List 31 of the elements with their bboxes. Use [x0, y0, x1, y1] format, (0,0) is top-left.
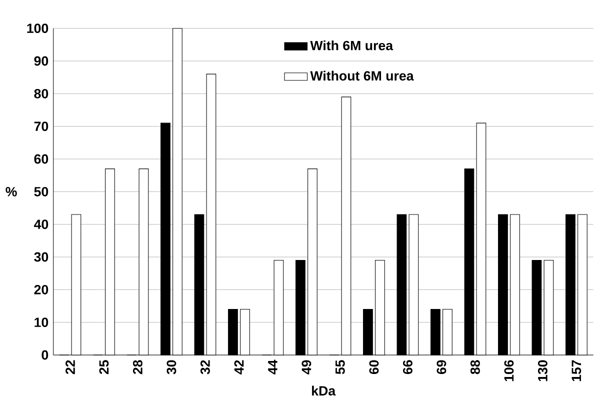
x-tick-label: 22	[66, 360, 75, 374]
y-tick-label: 90	[34, 56, 48, 66]
x-tick-label: 30	[166, 360, 176, 374]
x-tick-label: 25	[99, 360, 109, 374]
y-tick-label: 10	[34, 318, 48, 328]
x-tick-label: 88	[470, 360, 480, 374]
x-tick-label: 55	[336, 360, 345, 374]
y-tick-label: 70	[34, 122, 48, 132]
y-tick-label: 30	[34, 252, 48, 262]
x-tick-label: 157	[572, 360, 582, 382]
legend-label: With 6M urea	[310, 40, 394, 50]
x-tick-label: 32	[200, 360, 210, 374]
y-tick-label: 100	[27, 24, 48, 34]
x-tick-label: 130	[538, 360, 548, 382]
y-tick-label: 60	[34, 154, 48, 164]
x-tick-label: 28	[132, 360, 142, 374]
x-tick-label: 106	[504, 360, 514, 382]
x-axis-title: kDa	[312, 386, 336, 396]
y-tick-label: 20	[34, 284, 48, 294]
x-tick-label: 69	[436, 360, 446, 374]
x-tick-label: 60	[369, 360, 379, 374]
y-tick-label: 50	[34, 186, 48, 196]
y-axis-title: %	[6, 186, 17, 196]
y-tick-label: 0	[42, 350, 48, 360]
x-tick-label: 66	[402, 360, 412, 374]
x-tick-label: 49	[302, 360, 312, 374]
x-tick-label: 44	[268, 360, 278, 374]
y-tick-label: 40	[34, 220, 48, 230]
x-tick-label: 42	[234, 360, 244, 374]
y-tick-label: 80	[34, 88, 48, 98]
legend-label: Without 6M urea	[310, 70, 414, 81]
